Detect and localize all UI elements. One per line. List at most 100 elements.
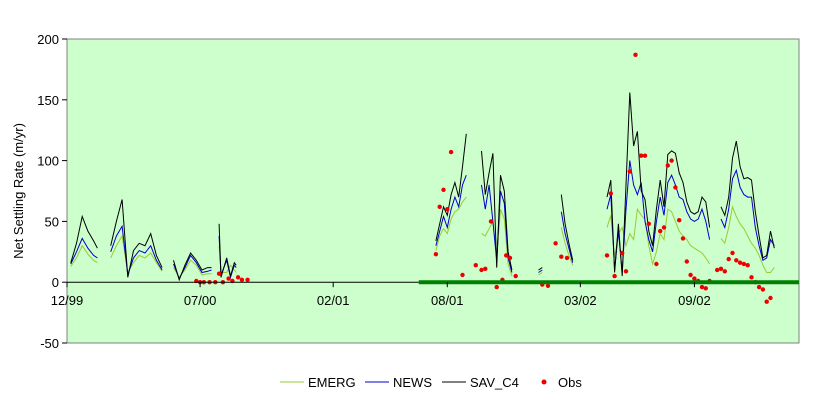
legend: EMERG NEWS SAV_C4 Obs bbox=[280, 375, 582, 390]
x-tick-label: 07/00 bbox=[184, 293, 217, 308]
x-tick-label: 09/02 bbox=[678, 293, 711, 308]
obs-point bbox=[654, 261, 659, 267]
series-line-segment bbox=[560, 194, 574, 261]
obs-point bbox=[699, 284, 705, 290]
obs-point bbox=[764, 299, 769, 304]
obs-point bbox=[661, 225, 667, 230]
obs-point bbox=[504, 253, 509, 258]
obs-point bbox=[665, 163, 670, 168]
obs-point bbox=[437, 204, 442, 209]
obs-point bbox=[737, 260, 743, 265]
legend-label: Obs bbox=[558, 375, 582, 390]
obs-point bbox=[749, 275, 754, 280]
series-line-segment bbox=[720, 204, 775, 273]
series-line-segment bbox=[70, 237, 98, 265]
x-tick-label: 02/01 bbox=[317, 293, 350, 308]
series-line-segment bbox=[435, 133, 467, 242]
obs-point bbox=[715, 267, 720, 273]
obs-point bbox=[608, 191, 613, 196]
obs-point bbox=[620, 250, 625, 256]
legend-label: NEWS bbox=[393, 375, 432, 390]
y-tick-label: -50 bbox=[40, 336, 59, 351]
obs-point bbox=[734, 258, 739, 263]
y-tick-label: 50 bbox=[45, 214, 59, 229]
obs-point bbox=[494, 284, 499, 290]
y-tick-label: 100 bbox=[37, 154, 59, 169]
obs-point bbox=[448, 149, 454, 155]
obs-point bbox=[677, 218, 682, 223]
obs-point bbox=[673, 185, 678, 190]
y-tick-label: 200 bbox=[37, 32, 59, 47]
obs-point bbox=[433, 252, 439, 257]
series-line-segment bbox=[173, 252, 212, 282]
series-line-segment bbox=[538, 267, 543, 271]
series-line-segment bbox=[481, 150, 513, 271]
obs-point bbox=[658, 228, 663, 234]
obs-point bbox=[692, 276, 697, 281]
x-tick-label: 08/01 bbox=[431, 293, 464, 308]
obs-point bbox=[623, 269, 629, 274]
series-obs bbox=[194, 52, 773, 304]
obs-point bbox=[216, 271, 222, 276]
obs-point bbox=[460, 272, 465, 278]
obs-point bbox=[226, 276, 231, 281]
y-tick-label: 150 bbox=[37, 93, 59, 108]
obs-point bbox=[745, 263, 750, 268]
obs-point bbox=[604, 253, 610, 258]
series-line-segment bbox=[110, 234, 163, 274]
obs-point bbox=[559, 254, 564, 259]
obs-point bbox=[684, 259, 689, 264]
legend-swatch bbox=[541, 379, 547, 385]
series-line-segment bbox=[218, 223, 237, 278]
series-line-segment bbox=[560, 227, 574, 266]
obs-point bbox=[768, 295, 773, 301]
legend-label: EMERG bbox=[308, 375, 356, 390]
series-line-segment bbox=[70, 244, 98, 267]
legend-label: SAV_C4 bbox=[470, 375, 519, 390]
series-line-segment bbox=[720, 140, 775, 259]
series-line-segment bbox=[606, 92, 711, 277]
obs-point bbox=[445, 207, 450, 212]
obs-point bbox=[245, 277, 250, 282]
x-tick-label: 03/02 bbox=[564, 293, 597, 308]
obs-point bbox=[726, 256, 731, 262]
series-line-segment bbox=[560, 211, 574, 263]
y-tick-labels: -50 0 50 100 150 200 bbox=[37, 32, 59, 351]
obs-point bbox=[473, 263, 478, 268]
obs-point bbox=[612, 273, 617, 279]
obs-point bbox=[553, 241, 558, 246]
obs-point bbox=[479, 267, 484, 273]
series-layer bbox=[70, 52, 775, 304]
obs-point bbox=[756, 284, 762, 290]
obs-point bbox=[235, 275, 241, 280]
obs-point bbox=[488, 219, 494, 224]
x-tick-labels: 12/99 07/00 02/01 08/01 03/02 09/02 bbox=[51, 293, 711, 308]
obs-point bbox=[627, 169, 632, 174]
obs-point bbox=[441, 187, 446, 192]
series-line-segment bbox=[538, 272, 543, 276]
obs-point bbox=[741, 261, 747, 267]
y-tick-label: 0 bbox=[52, 275, 59, 290]
series-line-segment bbox=[70, 214, 98, 263]
obs-point bbox=[703, 286, 708, 291]
obs-point bbox=[507, 255, 513, 261]
obs-point bbox=[639, 153, 644, 158]
obs-point bbox=[483, 266, 488, 271]
obs-point bbox=[646, 221, 651, 226]
obs-point bbox=[545, 283, 551, 288]
obs-point bbox=[239, 277, 245, 282]
obs-point bbox=[760, 287, 766, 292]
obs-point bbox=[642, 153, 648, 158]
series-line-segment bbox=[435, 175, 467, 246]
x-tick-label: 12/99 bbox=[51, 293, 84, 308]
series-line-segment bbox=[538, 269, 543, 273]
series-line-segment bbox=[720, 168, 775, 262]
series-line-segment bbox=[110, 199, 163, 278]
obs-point bbox=[730, 250, 735, 256]
axes bbox=[62, 38, 799, 344]
y-axis-label: Net Settling Rate (m/yr) bbox=[11, 123, 26, 259]
series-line-segment bbox=[110, 224, 163, 276]
obs-point bbox=[722, 269, 727, 274]
obs-point bbox=[718, 266, 724, 271]
